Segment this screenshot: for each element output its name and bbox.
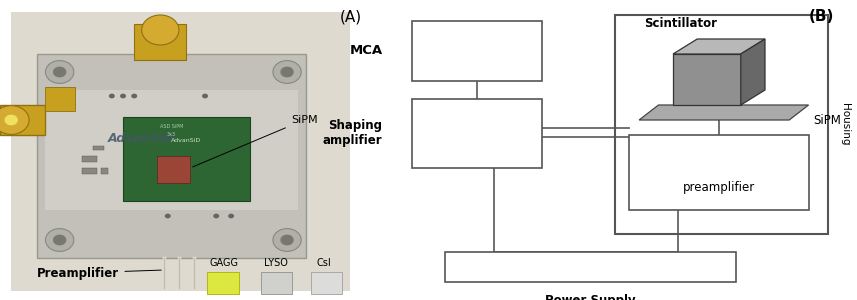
Circle shape	[53, 235, 66, 245]
Circle shape	[141, 15, 179, 45]
Circle shape	[273, 61, 301, 83]
Bar	[157, 156, 190, 183]
Bar	[93, 146, 105, 150]
Bar	[45, 87, 75, 111]
Circle shape	[280, 67, 294, 77]
Bar	[411, 99, 542, 168]
Bar	[135, 24, 187, 60]
Bar	[311, 272, 342, 294]
Text: Power Supply
(DC): Power Supply (DC)	[545, 294, 636, 300]
Text: MCA: MCA	[350, 44, 382, 58]
Text: AdvanSiD: AdvanSiD	[171, 139, 201, 143]
Polygon shape	[740, 39, 765, 105]
Text: SiPM: SiPM	[813, 113, 842, 127]
Bar	[207, 272, 238, 294]
Text: Housing: Housing	[840, 103, 850, 146]
Text: (A): (A)	[339, 9, 362, 24]
Text: AdvanSiD: AdvanSiD	[108, 131, 176, 145]
Bar	[82, 168, 97, 174]
Circle shape	[131, 94, 137, 98]
Circle shape	[109, 94, 115, 98]
Circle shape	[228, 214, 234, 218]
Text: CsI: CsI	[317, 257, 332, 268]
Circle shape	[4, 115, 18, 125]
Bar	[0, 105, 45, 135]
Text: Shaping
amplifier: Shaping amplifier	[323, 119, 382, 148]
Polygon shape	[639, 105, 809, 120]
Circle shape	[273, 229, 301, 251]
Text: GAGG: GAGG	[209, 257, 238, 268]
Circle shape	[280, 235, 294, 245]
Bar	[629, 135, 808, 210]
Circle shape	[45, 229, 74, 251]
Bar	[673, 54, 740, 105]
Text: Scintillator: Scintillator	[644, 17, 717, 30]
Text: preamplifier: preamplifier	[683, 181, 755, 194]
Circle shape	[202, 94, 208, 98]
Circle shape	[53, 67, 66, 77]
Text: LYSO: LYSO	[264, 257, 288, 268]
Bar	[446, 252, 736, 282]
Circle shape	[120, 94, 126, 98]
Circle shape	[0, 106, 29, 134]
Bar	[123, 117, 249, 201]
Bar	[38, 54, 306, 258]
Circle shape	[45, 61, 74, 83]
Circle shape	[213, 214, 219, 218]
Text: ASD SiPM: ASD SiPM	[159, 124, 183, 128]
Bar	[615, 15, 828, 234]
Bar	[45, 90, 298, 210]
Bar	[411, 21, 542, 81]
Text: SiPM: SiPM	[193, 115, 317, 167]
Text: Preamplifier: Preamplifier	[38, 266, 161, 280]
Bar	[82, 156, 97, 162]
Polygon shape	[673, 39, 765, 54]
Text: 3x3: 3x3	[167, 133, 176, 137]
Bar	[100, 168, 108, 174]
Bar	[261, 272, 291, 294]
Circle shape	[165, 214, 171, 218]
Text: (B): (B)	[809, 9, 834, 24]
